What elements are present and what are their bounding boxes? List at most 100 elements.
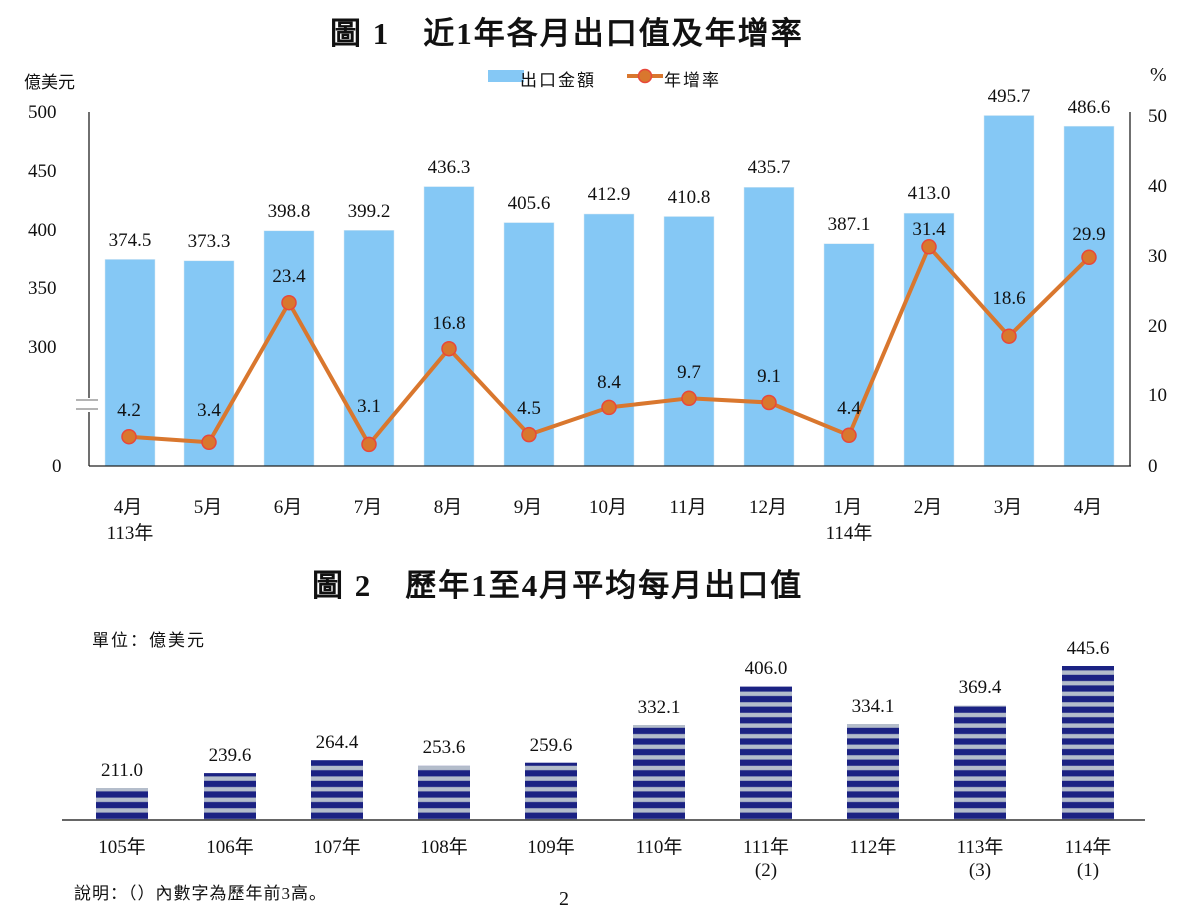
legend-line-marker-icon	[627, 68, 663, 84]
left-axis-unit-label: 億美元	[24, 73, 75, 92]
x-label-month: 8月	[433, 497, 463, 518]
bar-label: 405.6	[507, 193, 551, 214]
legend-line-label: 年增率	[664, 71, 721, 90]
line-label: 31.4	[912, 219, 946, 240]
bar-label: 445.6	[1066, 638, 1110, 659]
rank-note: (3)	[968, 860, 992, 881]
bar-109	[525, 762, 577, 820]
x-label-month: 11月	[669, 497, 707, 518]
line-label: 8.4	[597, 372, 621, 393]
growth-rate-markers	[121, 239, 1097, 453]
unit-label: 單位：億美元	[92, 631, 206, 650]
y2-tick-40: 40	[1148, 176, 1167, 197]
bar-oct	[583, 213, 635, 467]
rank-note: (2)	[754, 860, 778, 881]
x-label-month: 6月	[273, 497, 303, 518]
y-tick-350: 350	[28, 278, 57, 299]
line-label: 4.4	[837, 398, 861, 419]
bar-nov	[663, 216, 715, 467]
x-label-month: 7月	[353, 497, 383, 518]
bar-label: 486.6	[1067, 97, 1111, 118]
bar-label: 332.1	[637, 697, 681, 718]
bar-label: 406.0	[744, 658, 788, 679]
figure1-title: 圖 1 近1年各月出口值及年增率	[330, 16, 804, 51]
bar-112	[847, 724, 899, 820]
line-label: 23.4	[272, 266, 306, 287]
line-label: 3.4	[197, 400, 221, 421]
y-tick-400: 400	[28, 220, 57, 241]
legend-bar-swatch-icon	[488, 70, 524, 82]
bar-label: 387.1	[827, 214, 871, 235]
bar-feb	[903, 212, 955, 467]
x-label-month: 2月	[913, 497, 943, 518]
y2-tick-0: 0	[1148, 456, 1158, 477]
bar-108	[418, 765, 470, 820]
line-label: 9.7	[677, 362, 701, 383]
bar-label: 410.8	[667, 187, 711, 208]
bar-label: 374.5	[108, 230, 152, 251]
x-label-year: 111年	[742, 837, 790, 858]
bar-label: 399.2	[347, 201, 391, 222]
x-label-year: 114年	[1064, 837, 1112, 858]
line-label: 9.1	[757, 366, 781, 387]
bar-111	[740, 686, 792, 820]
bar-sep	[503, 222, 555, 467]
bar-label: 334.1	[851, 696, 895, 717]
bar-label: 239.6	[208, 745, 252, 766]
bar-label: 253.6	[422, 737, 466, 758]
page-number: 2	[559, 888, 569, 910]
x-label-year: 108年	[420, 837, 468, 858]
y2-tick-10: 10	[1148, 385, 1167, 406]
bar-113	[954, 705, 1006, 820]
bar-label: 369.4	[958, 677, 1002, 698]
line-label: 29.9	[1072, 224, 1106, 245]
x-label-year: 112年	[849, 837, 897, 858]
bar-aug	[423, 186, 475, 467]
x-label-year: 113年	[956, 837, 1004, 858]
bar-106	[204, 773, 256, 820]
x-label-month: 4月	[113, 497, 143, 518]
line-label: 4.2	[117, 400, 141, 421]
bar-label: 435.7	[747, 157, 791, 178]
line-label: 3.1	[357, 396, 381, 417]
x-label-year: 106年	[206, 837, 254, 858]
bar-mar	[983, 115, 1035, 467]
line-label: 18.6	[992, 288, 1026, 309]
rank-note: (1)	[1076, 860, 1100, 881]
y2-tick-30: 30	[1148, 246, 1167, 267]
bar-label: 259.6	[529, 735, 573, 756]
bar-label: 412.9	[587, 184, 631, 205]
bar-114	[1062, 666, 1114, 820]
line-label: 4.5	[517, 398, 541, 419]
y-tick-500: 500	[28, 102, 57, 123]
bar-label: 211.0	[100, 760, 144, 781]
y-tick-450: 450	[28, 161, 57, 182]
bar-label: 495.7	[987, 86, 1031, 107]
right-axis-unit-label: %	[1150, 64, 1167, 86]
y2-tick-20: 20	[1148, 316, 1167, 337]
bar-label: 373.3	[187, 231, 231, 252]
x-label-month: 12月	[748, 497, 788, 518]
line-label: 16.8	[432, 313, 466, 334]
legend-bar-label: 出口金額	[520, 71, 596, 90]
x-label-month: 10月	[588, 497, 628, 518]
x-label-month: 3月	[993, 497, 1023, 518]
x-label-year: 109年	[527, 837, 575, 858]
x-label-month: 5月	[193, 497, 223, 518]
x-label-year: 110年	[635, 837, 683, 858]
x-label-year: 107年	[313, 837, 361, 858]
x-label-year: 105年	[98, 837, 146, 858]
bar-label: 436.3	[427, 157, 471, 178]
bar-105	[96, 788, 148, 820]
x-label-year-114: 114年	[825, 523, 873, 544]
x-label-month: 1月	[833, 497, 863, 518]
bar-may	[183, 260, 235, 467]
bar-label: 398.8	[267, 201, 311, 222]
x-label-month: 9月	[513, 497, 543, 518]
bar-107	[311, 760, 363, 820]
bar-dec	[743, 187, 795, 467]
x-label-year-113: 113年	[106, 523, 154, 544]
x-label-month: 4月	[1073, 497, 1103, 518]
